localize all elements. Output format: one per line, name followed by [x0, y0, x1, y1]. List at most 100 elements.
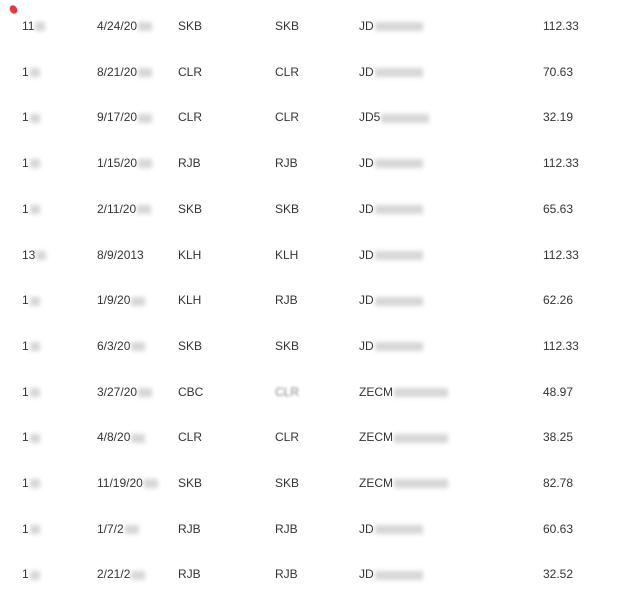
row-amount-text: 48.97 [543, 384, 574, 399]
table-row[interactable]: 1 1/15/20 RJB RJB JD 112.33 [0, 153, 639, 173]
row-date-text: 6/3/20 [97, 338, 131, 353]
row-amount-text: 32.52 [543, 567, 574, 582]
row-initials-b-text: RJB [275, 156, 298, 171]
row-date: 6/3/20 [97, 336, 146, 356]
redacted-text [29, 525, 40, 535]
row-id: 1 [22, 62, 40, 82]
row-reference-text: JD [359, 201, 374, 216]
row-initials-b: SKB [275, 336, 299, 356]
row-date: 4/8/20 [97, 427, 146, 447]
table-row[interactable]: 1 9/17/20 CLR CLR JD5 32.19 [0, 107, 639, 127]
table-row[interactable]: 1 6/3/20 SKB SKB JD 112.33 [0, 336, 639, 356]
redacted-text [138, 387, 153, 397]
row-date-text: 8/21/20 [97, 64, 138, 79]
row-amount: 65.63 [543, 199, 573, 219]
redacted-text [131, 342, 146, 352]
redacted-text [374, 525, 423, 535]
row-reference: ZECM [359, 382, 448, 402]
redacted-text [29, 68, 40, 78]
row-reference-text: ZECM [359, 430, 393, 445]
row-initials-b-text: RJB [275, 521, 298, 536]
row-initials-b-text: SKB [275, 19, 300, 33]
row-initials-b-text: CLR [275, 430, 300, 445]
row-initials-a-text: CBC [178, 384, 204, 399]
table-row[interactable]: 11 4/24/20 SKB SKB JD 112.33 [0, 16, 639, 36]
row-id-text: 1 [22, 567, 29, 582]
row-initials-b: CLR [275, 107, 299, 127]
row-initials-a: SKB [178, 199, 202, 219]
table-row[interactable]: 13 8/9/2013 KLH KLH JD 112.33 [0, 245, 639, 265]
row-date-text: 8/9/2013 [97, 247, 144, 262]
redacted-text [394, 479, 448, 489]
redacted-text [29, 433, 40, 443]
row-reference: ZECM [359, 427, 448, 447]
row-initials-a-text: CLR [178, 430, 203, 445]
row-amount: 62.26 [543, 290, 573, 310]
redacted-text [36, 250, 47, 260]
row-id-text: 1 [22, 476, 29, 490]
row-amount: 60.63 [543, 519, 573, 539]
row-initials-b-text: CLR [275, 64, 300, 79]
row-initials-b: RJB [275, 290, 298, 310]
row-initials-a-text: SKB [178, 19, 203, 33]
redacted-text [29, 159, 40, 169]
row-id: 13 [22, 245, 47, 265]
row-initials-a-text: RJB [178, 156, 201, 171]
row-date-text: 2/21/2 [97, 567, 131, 582]
table-row[interactable]: 1 1/7/2 RJB RJB JD 60.63 [0, 519, 639, 539]
table-row[interactable]: 1 11/19/20 SKB SKB ZECM 82.78 [0, 473, 639, 493]
row-date-text: 3/27/20 [97, 384, 138, 399]
row-reference-text: JD5 [359, 110, 381, 125]
row-amount-text: 112.33 [543, 247, 579, 262]
row-id: 1 [22, 382, 40, 402]
row-id-text: 1 [22, 64, 29, 79]
row-initials-a-text: CLR [178, 64, 203, 79]
row-id-text: 1 [22, 201, 29, 216]
table-row[interactable]: 1 3/27/20 CBC CLR ZECM 48.97 [0, 382, 639, 402]
row-reference: JD [359, 519, 423, 539]
row-initials-a-text: KLH [178, 247, 202, 262]
table-row[interactable]: 1 1/9/20 KLH RJB JD 62.26 [0, 290, 639, 310]
row-id-text: 1 [22, 110, 29, 125]
redacted-text [29, 570, 40, 580]
row-reference-text: JD [359, 567, 374, 582]
row-amount: 38.25 [543, 427, 573, 447]
row-id-text: 1 [22, 293, 29, 308]
row-reference-text: JD [359, 338, 374, 353]
row-id: 1 [22, 427, 40, 447]
row-amount-text: 70.63 [543, 64, 574, 79]
row-initials-b-text: SKB [275, 201, 300, 216]
redacted-text [131, 570, 146, 580]
redacted-text [374, 250, 423, 260]
row-amount-text: 112.33 [543, 338, 579, 353]
row-initials-b: RJB [275, 519, 298, 539]
redacted-text [394, 387, 448, 397]
redacted-text [131, 296, 146, 306]
row-date: 2/21/2 [97, 564, 146, 584]
redacted-text [29, 387, 40, 397]
table-row[interactable]: 1 4/8/20 CLR CLR ZECM 38.25 [0, 427, 639, 447]
table-row[interactable]: 1 2/21/2 RJB RJB JD 32.52 [0, 564, 639, 584]
row-reference-text: ZECM [359, 384, 393, 399]
row-id-text: 1 [22, 156, 29, 171]
row-amount-text: 62.26 [543, 293, 574, 308]
redacted-text [138, 159, 153, 169]
row-id: 1 [22, 473, 40, 493]
row-reference: JD [359, 199, 423, 219]
row-initials-b-text: KLH [275, 247, 299, 262]
row-initials-a: CBC [178, 382, 203, 402]
row-initials-a-text: CLR [178, 110, 203, 125]
redacted-text [124, 525, 139, 535]
row-initials-a: CLR [178, 427, 202, 447]
row-initials-b-text: RJB [275, 567, 298, 582]
row-date: 1/15/20 [97, 153, 153, 173]
row-initials-b: CLR [275, 62, 299, 82]
redacted-text [29, 113, 40, 123]
row-initials-b-text: CLR [275, 384, 300, 399]
table-row[interactable]: 1 8/21/20 CLR CLR JD 70.63 [0, 62, 639, 82]
row-reference-text: JD [359, 156, 374, 171]
table-row[interactable]: 1 2/11/20 SKB SKB JD 65.63 [0, 199, 639, 219]
redacted-text [374, 205, 423, 215]
row-reference: JD [359, 564, 423, 584]
row-amount: 82.78 [543, 473, 573, 493]
